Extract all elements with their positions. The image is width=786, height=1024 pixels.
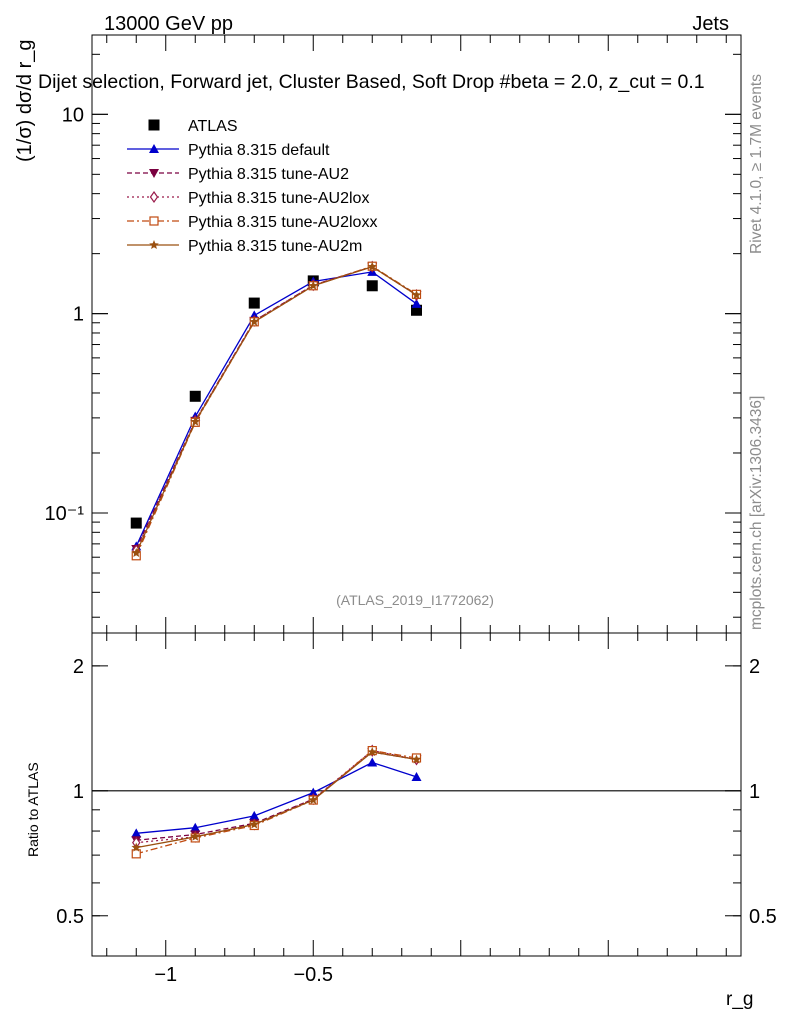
legend-marker-au2lox (149, 190, 159, 204)
legend: ATLAS Pythia 8.315 default Pythia 8.315 tu… (127, 118, 377, 255)
data-point-atlas (130, 517, 142, 529)
data-point-au2m (367, 261, 377, 271)
data-point-atlas (189, 390, 201, 402)
data-point-default (249, 810, 260, 820)
data-point-atlas (411, 304, 422, 316)
ratio-panel-frame (91, 632, 742, 957)
selection-title: Dijet selection, Forward jet, Cluster Ba… (38, 71, 705, 93)
series-au2lox (132, 744, 421, 849)
data-point-default (411, 298, 422, 308)
legend-marker-au2loxx (149, 216, 159, 226)
legend-marker-atlas (148, 119, 160, 131)
ratio-panel: 0.5 0.5 1 1 2 2 −1 −0.5 (56, 633, 777, 986)
y-tick-label-right: 2 (749, 656, 760, 678)
data-point-atlas (366, 280, 378, 292)
legend-label-au2m: Pythia 8.315 tune-AU2m (188, 238, 362, 255)
data-point-default (367, 757, 378, 767)
series-line-au2loxx (135, 265, 417, 557)
legend-label-atlas: ATLAS (188, 118, 238, 135)
rivet-version-label: Rivet 4.1.0, ≥ 1.7M events (748, 74, 765, 254)
analysis-label: (ATLAS_2019_I1772062) (336, 592, 494, 608)
legend-marker-au2m (149, 240, 159, 249)
series-line-default (135, 271, 417, 547)
data-point-au2m (249, 819, 259, 829)
legend-label-au2lox: Pythia 8.315 tune-AU2lox (188, 190, 369, 207)
data-point-default (190, 822, 201, 832)
series-line-au2lox (135, 265, 417, 551)
series-default (131, 266, 422, 551)
data-point-au2m (367, 747, 377, 757)
series-line-au2m (135, 265, 417, 554)
beam-label: 13000 GeV pp (104, 13, 233, 35)
data-point-au2m (131, 842, 141, 852)
series-au2m (131, 747, 422, 852)
series-au2 (131, 262, 422, 554)
y-tick-label: 10⁻¹ (45, 503, 85, 525)
main-panel: 10⁻¹ 1 10 (45, 35, 741, 633)
series-line-default (136, 761, 417, 834)
data-point-au2m (131, 548, 141, 557)
series-au2m (131, 261, 422, 557)
data-point-au2loxx (131, 849, 141, 859)
x-tick-label: −0.5 (294, 964, 333, 986)
mcplots-credit-label: mcplots.cern.ch [arXiv:1306.3436] (748, 396, 765, 630)
data-point-au2m (308, 795, 318, 805)
data-point-au2m (190, 831, 200, 841)
y-tick-label: 1 (73, 781, 84, 803)
ratio-y-axis-title: Ratio to ATLAS (25, 762, 41, 857)
series-line-au2m (136, 751, 417, 849)
legend-marker-au2 (149, 169, 159, 178)
data-point-au2m (190, 416, 200, 426)
y-tick-label: 1 (73, 304, 84, 326)
data-point-default (131, 828, 142, 838)
series-atlas (130, 275, 422, 529)
data-point-au2m (411, 754, 422, 764)
data-point-default (411, 771, 422, 781)
data-point-default (308, 787, 319, 797)
series-default (131, 757, 422, 838)
y-tick-label: 10 (62, 104, 84, 126)
y-tick-label: 2 (73, 656, 84, 678)
data-point-atlas (248, 297, 260, 309)
x-tick-label: −1 (154, 964, 177, 986)
y-tick-label-right: 0.5 (749, 906, 777, 928)
series-au2loxx (131, 745, 422, 859)
series-au2lox (132, 260, 421, 557)
x-axis-title: r_g (726, 989, 753, 1010)
y-tick-label: 0.5 (56, 906, 84, 928)
legend-label-default: Pythia 8.315 default (188, 142, 330, 159)
legend-label-au2loxx: Pythia 8.315 tune-AU2loxx (188, 214, 377, 231)
data-point-au2m (249, 316, 259, 326)
series-au2 (131, 748, 422, 846)
legend-marker-default (149, 144, 159, 153)
main-y-axis-title: (1/σ) dσ/d r_g (14, 39, 36, 162)
data-point-au2m (411, 290, 422, 300)
legend-label-au2: Pythia 8.315 tune-AU2 (188, 166, 349, 183)
process-label: Jets (692, 13, 729, 35)
y-tick-label-right: 1 (749, 781, 760, 803)
data-point-au2m (308, 280, 318, 290)
